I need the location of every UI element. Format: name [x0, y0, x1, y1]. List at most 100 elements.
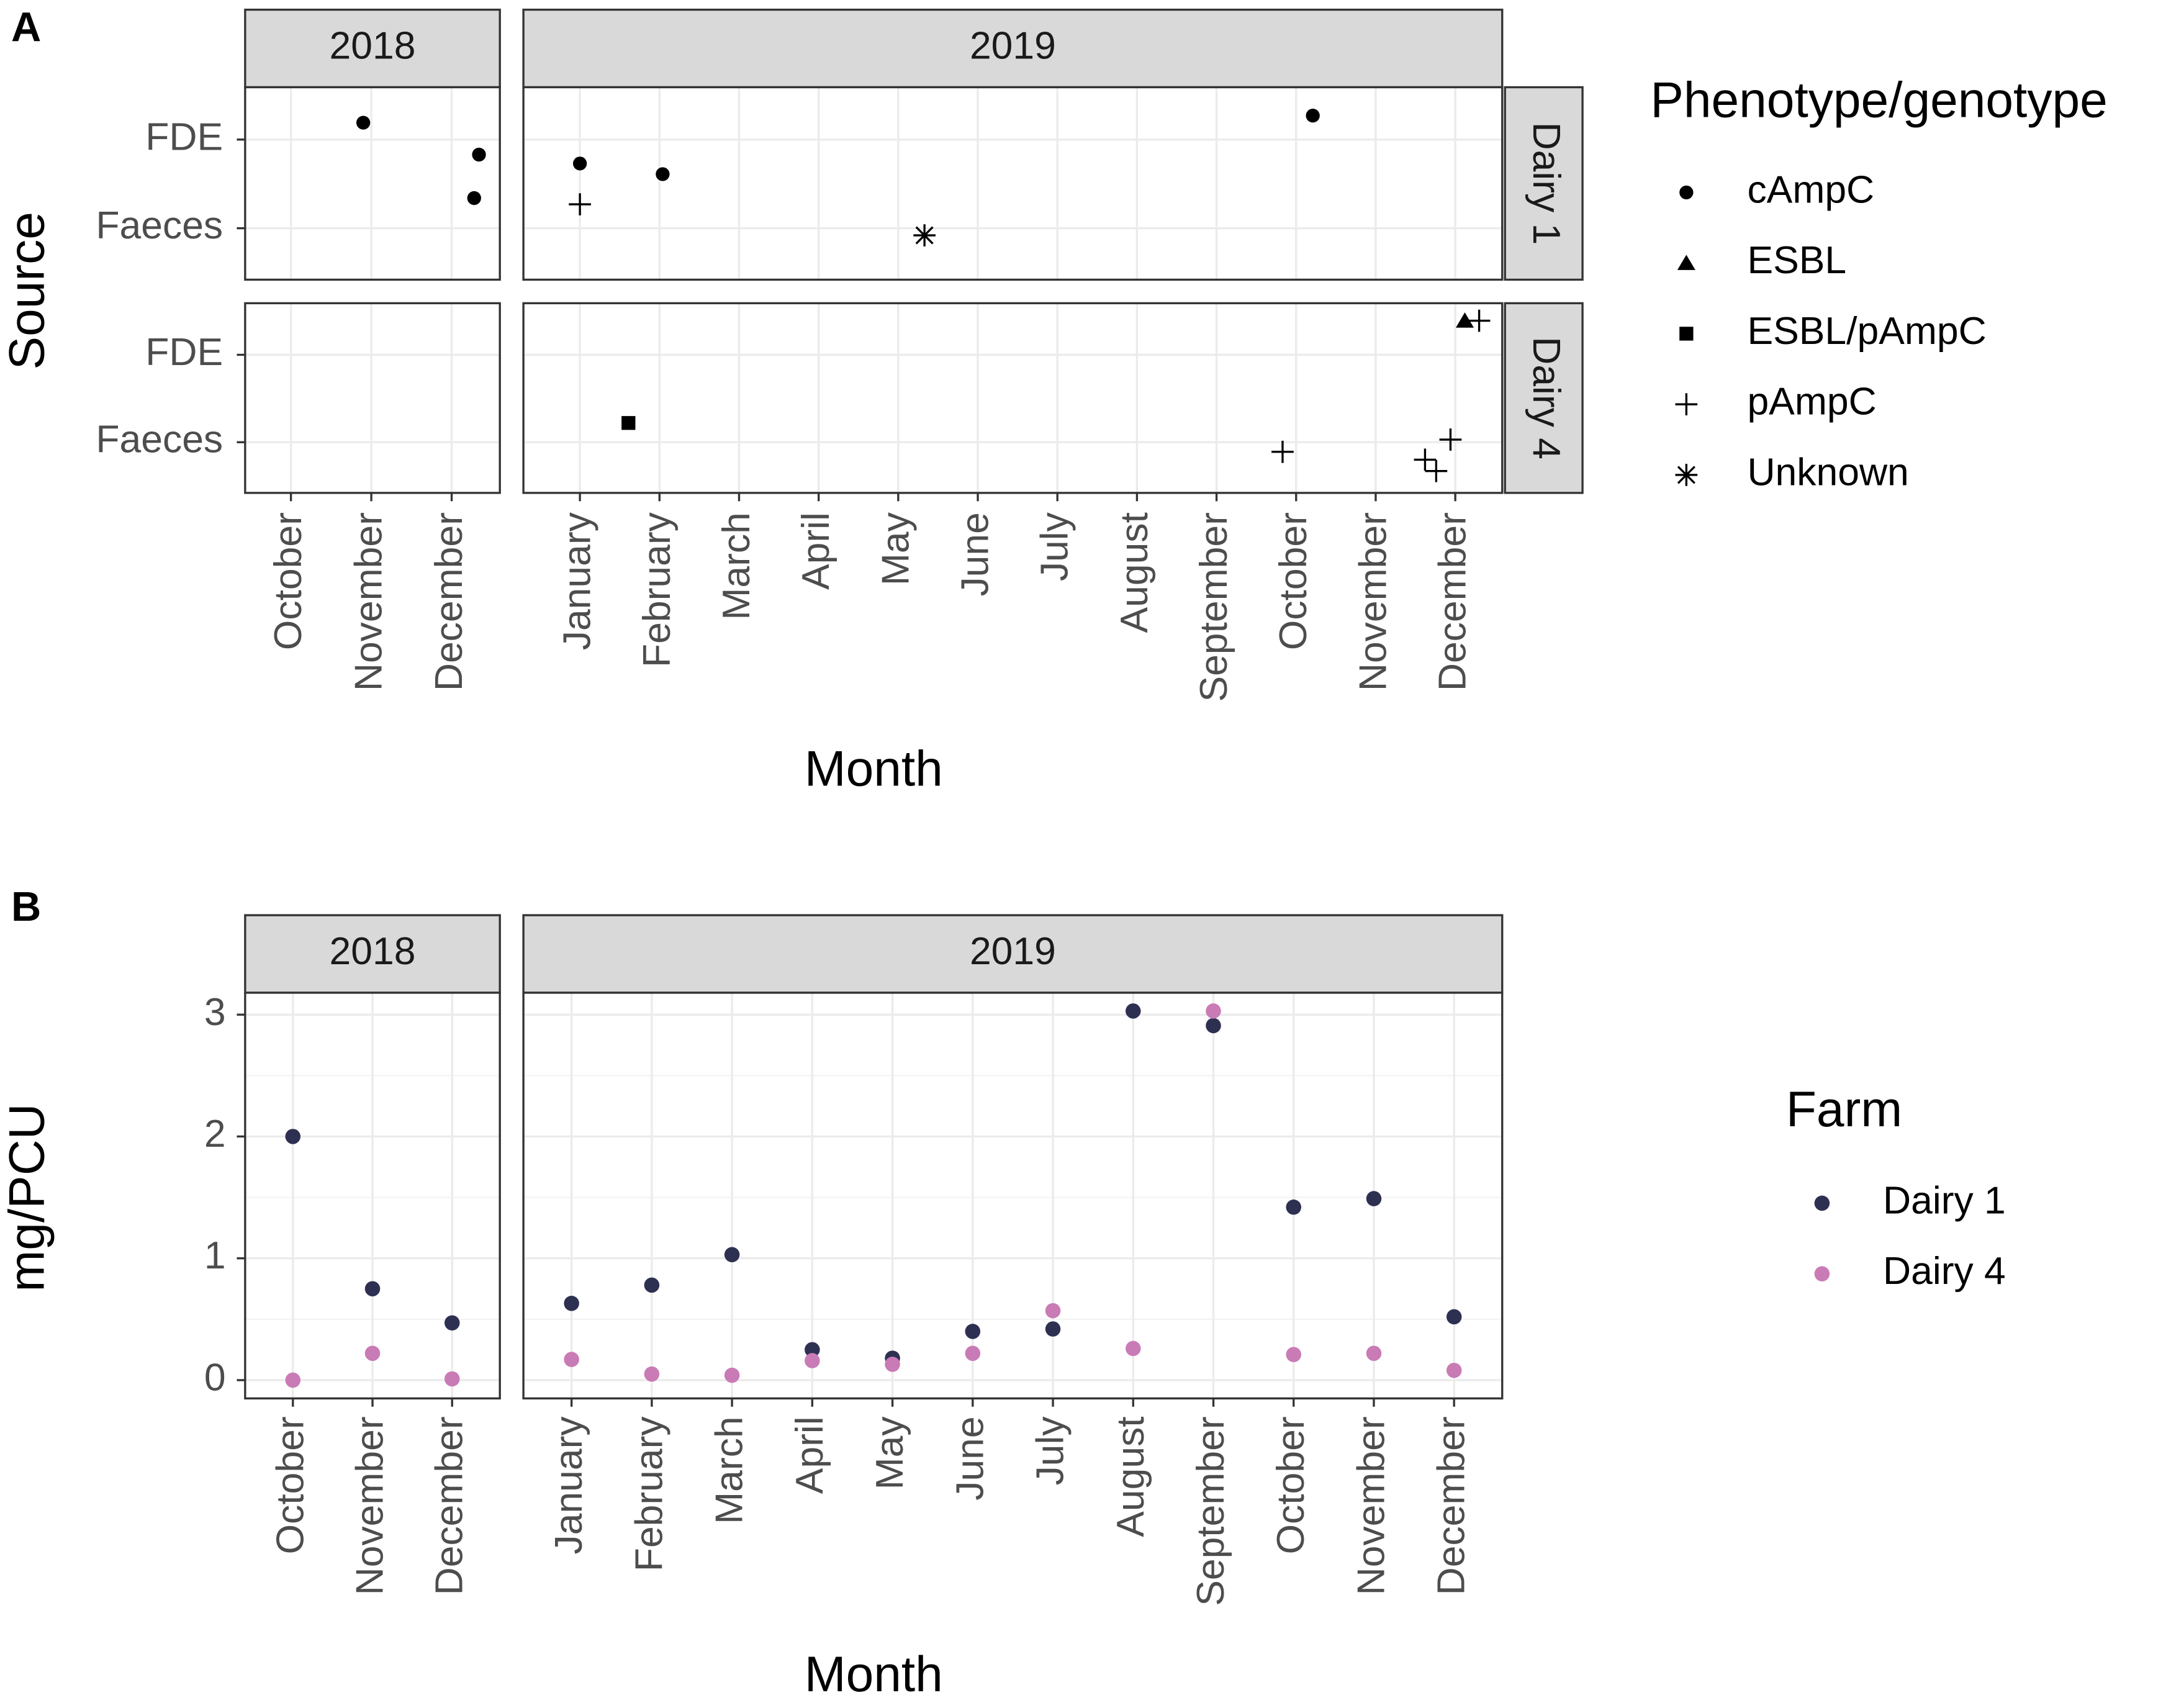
point: [364, 1281, 381, 1297]
point: [965, 1345, 981, 1362]
x-tick-label: May: [873, 512, 917, 585]
x-tick-label: February: [635, 512, 679, 667]
legend-label: ESBL: [1747, 238, 1846, 282]
x-tick-label: April: [788, 1416, 831, 1494]
x-tick-label: October: [268, 1416, 312, 1554]
x-tick-label: November: [1351, 512, 1394, 691]
x-tick-label: November: [348, 1416, 392, 1595]
point: [472, 147, 486, 162]
point: [356, 115, 371, 130]
facet-strip: [1504, 86, 1584, 281]
facet-strip-label: Dairy 1: [1525, 122, 1568, 245]
point: [1306, 109, 1320, 123]
point: [724, 1367, 740, 1383]
point: [1286, 1200, 1302, 1215]
point: [1126, 1340, 1141, 1357]
point: [621, 416, 636, 430]
x-tick-label: September: [1192, 512, 1235, 702]
y-tick-label: Faeces: [96, 204, 223, 247]
point: [644, 1366, 660, 1382]
legend-title: Phenotype/genotype: [1650, 72, 2107, 128]
x-tick-label: March: [708, 1416, 751, 1524]
x-tick-label: August: [1109, 1416, 1152, 1537]
facet-strip: [1504, 302, 1584, 494]
point: [564, 1296, 579, 1311]
point: [805, 1342, 820, 1358]
point: [285, 1372, 301, 1388]
point: [1206, 1003, 1221, 1019]
point: [724, 1247, 740, 1263]
point: [1456, 312, 1474, 328]
point: [1206, 1018, 1221, 1034]
facet-strip-label: Dairy 4: [1525, 337, 1568, 459]
facet-strip: [522, 914, 1504, 994]
facet-strip: [244, 914, 501, 994]
point: [913, 224, 936, 246]
x-tick-label: July: [1029, 1416, 1072, 1486]
panel-background: [523, 87, 1502, 280]
legend-title: Farm: [1786, 1082, 1902, 1137]
point: [1286, 1347, 1302, 1362]
x-tick-label: November: [1349, 1416, 1392, 1595]
y-tick-label: FDE: [145, 115, 223, 158]
panel-border: [522, 302, 1504, 494]
x-tick-label: January: [547, 1416, 590, 1555]
x-axis-label: Month: [805, 741, 943, 797]
legend-key: [1675, 464, 1698, 486]
legend-key: [1677, 255, 1695, 270]
point: [1045, 1303, 1061, 1319]
x-tick-label: December: [427, 512, 471, 691]
point: [1468, 309, 1491, 332]
x-axis-label: Month: [805, 1647, 943, 1702]
facet-strip-label: 2019: [970, 24, 1056, 68]
panel-background: [523, 992, 1502, 1399]
panel-border: [522, 992, 1504, 1400]
x-tick-label: February: [627, 1416, 670, 1572]
point: [444, 1371, 460, 1387]
x-tick-label: September: [1189, 1416, 1232, 1606]
panel-background: [523, 303, 1502, 493]
point: [364, 1345, 381, 1362]
x-tick-label: December: [1431, 512, 1474, 691]
legend-key: [1814, 1266, 1830, 1281]
legend-label: Dairy 4: [1883, 1249, 2006, 1293]
point: [467, 191, 481, 206]
point: [1366, 1191, 1382, 1206]
point: [564, 1352, 579, 1367]
x-tick-label: October: [1269, 1416, 1312, 1554]
point: [1446, 1362, 1462, 1378]
y-tick-label: 0: [204, 1355, 226, 1399]
y-axis-label: mg/PCU: [0, 1103, 55, 1291]
point: [885, 1357, 900, 1372]
point: [1366, 1345, 1382, 1362]
legend-key: [1675, 393, 1698, 416]
x-tick-label: April: [794, 512, 837, 590]
y-tick-label: 2: [204, 1112, 226, 1155]
legend-label: pAmpC: [1747, 380, 1876, 423]
x-tick-label: May: [868, 1416, 911, 1490]
facet-strip-label: 2018: [330, 929, 416, 973]
x-tick-label: July: [1033, 512, 1076, 581]
legend-label: Unknown: [1747, 450, 1908, 494]
panel-label: B: [11, 883, 41, 930]
legend-label: Dairy 1: [1883, 1178, 2006, 1222]
legend-label: cAmpC: [1747, 168, 1874, 211]
x-tick-label: November: [347, 512, 390, 691]
y-tick-label: FDE: [145, 330, 223, 374]
point: [569, 193, 591, 215]
panel-border: [244, 86, 501, 281]
point: [1446, 1309, 1462, 1325]
legend-key: [1679, 185, 1694, 200]
x-tick-label: August: [1113, 512, 1156, 633]
point: [285, 1129, 301, 1144]
x-tick-label: June: [954, 512, 997, 596]
point: [1425, 459, 1448, 482]
panel-border: [244, 302, 501, 494]
point: [1126, 1003, 1141, 1019]
x-tick-label: October: [1271, 512, 1315, 650]
y-axis-label: Source: [0, 212, 55, 369]
facet-strip-label: 2018: [330, 24, 416, 68]
x-tick-label: June: [948, 1416, 991, 1500]
